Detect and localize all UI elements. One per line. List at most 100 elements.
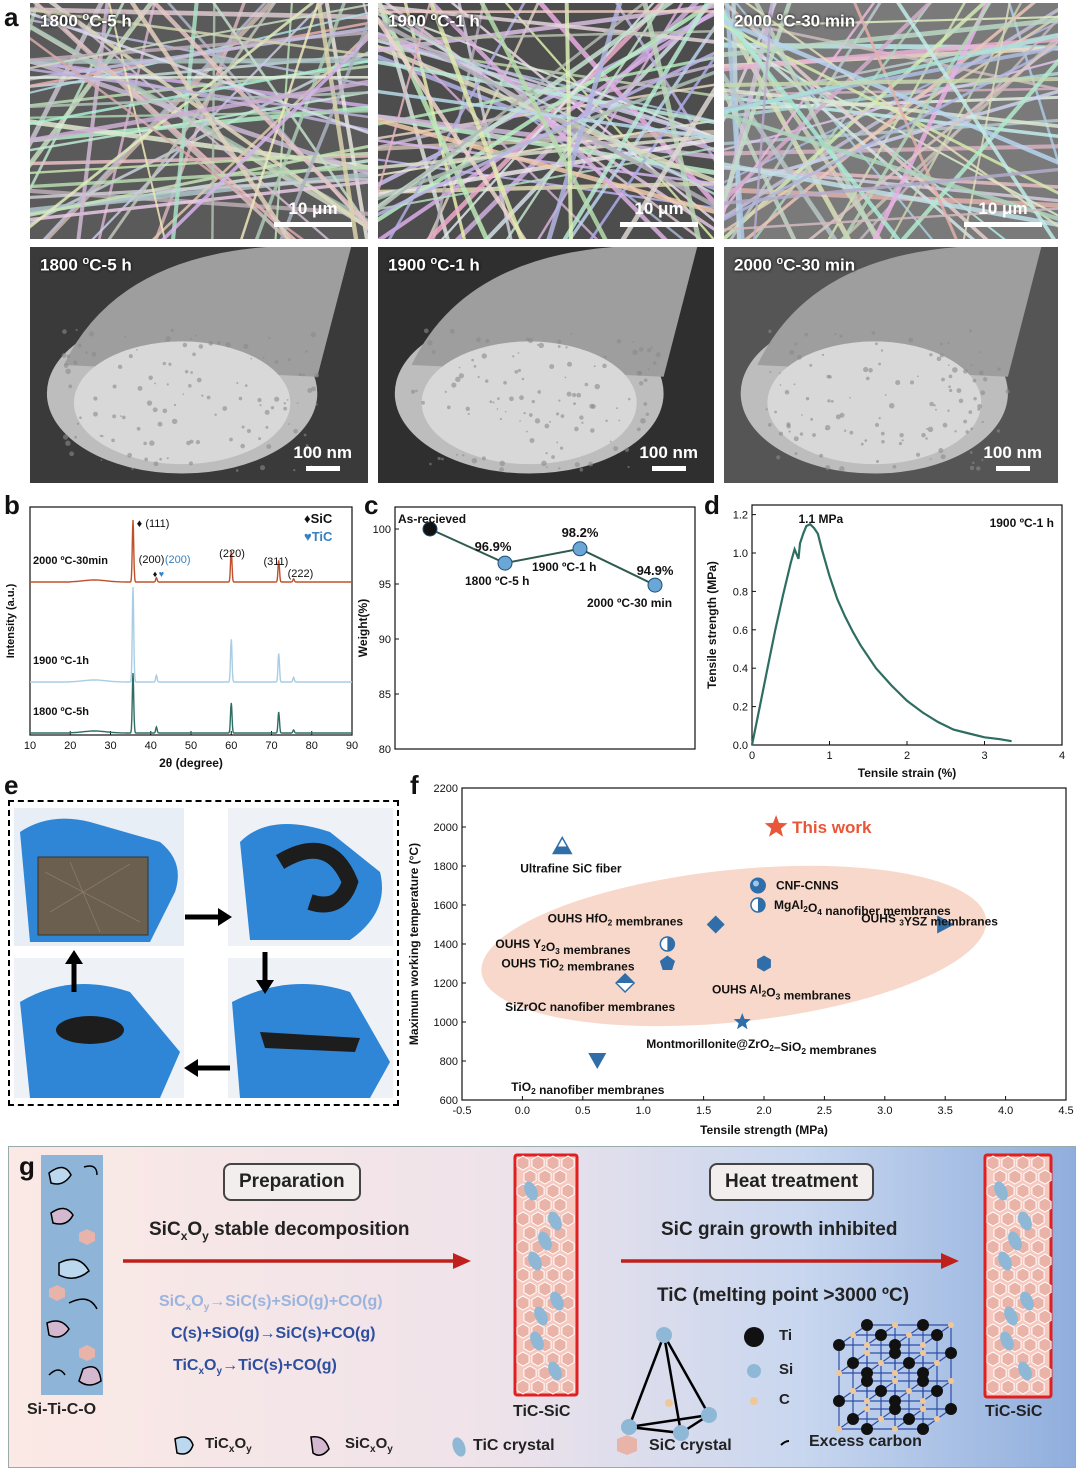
c-atom [836,1426,842,1432]
x-tick-label: 2 [904,750,910,762]
comparison-scatter-chart: -0.5 0.0 0.5 1.0 1.5 2.0 2.5 3.0 3.5 4.0 4.5 600 800… [407,783,1074,1137]
xrd-series-line [30,586,352,683]
weight-point [572,541,588,557]
sic-grain [993,1281,1007,1297]
sic-grain [1016,1267,1030,1283]
sic-grain [516,1323,530,1339]
sic-grain [986,1239,1000,1255]
scatter-marker [757,955,771,972]
x-tick-label: 4 [1059,750,1065,762]
tic-grain [524,1181,538,1201]
y-tick-label: 100 [373,524,391,536]
sic-grain [523,1365,537,1381]
scatter-marker [588,1053,607,1069]
c-atom [850,1332,856,1338]
sem-texture [724,3,1058,239]
point-label: TiO2 nanofiber membranes [511,1080,664,1097]
sem-condition-label: 1800 oC-5 h [40,11,132,31]
weight-value: 96.9% [475,539,512,554]
sic-grain [1038,1253,1052,1269]
y-tick-label: 0.6 [733,625,748,637]
step2-arrow [621,1253,959,1269]
tic-grain [548,1211,562,1231]
step1-title: SiCxOy stable decomposition [149,1219,410,1243]
sic-grain [986,1379,1000,1395]
x-tick-label: 4.5 [1058,1105,1073,1117]
atom-label-c: C [779,1391,790,1408]
atom-label-ti: Ti [779,1327,793,1344]
sic-grain [516,1211,530,1227]
peak-marker: ♥ [159,569,164,579]
point-label: MgAl2O4 nanofiber membranes [774,898,951,918]
sem-condition-label: 2000 oC-30 min [734,11,856,31]
scale-bar: 100 nm [293,443,352,471]
sic-grain [546,1183,560,1199]
sic-grain [1031,1155,1045,1171]
x-tick-label: 1.0 [636,1105,651,1117]
sic-grain [553,1169,567,1185]
sem-image: 2000 oC-30 min 100 nm [724,247,1058,483]
sic-grain [516,1379,530,1395]
scatter-marker [553,846,572,854]
tensile-chart: 0 1 2 3 4 0.0 0.2 0.4 0.6 0.8 1.0 1.2 Tensile strain… [705,504,1065,780]
panel-label-b: b [4,490,20,520]
y-tick-label: 0.4 [733,663,748,675]
stress-strain-curve [750,522,1012,746]
sic-grain [523,1225,537,1241]
scatter-marker [757,898,765,912]
tic-sic-fiber-mid [513,1153,579,1397]
scale-bar: 100 nm [983,443,1042,471]
c-atom [920,1342,926,1348]
sic-grain [993,1197,1007,1213]
tic-grain [1008,1231,1022,1251]
si-ti-c-o-fiber [41,1155,103,1395]
sic-grain [561,1379,575,1395]
x-tick-label: 4.0 [998,1105,1013,1117]
sem-condition-label: 1800 oC-5 h [40,255,132,275]
scatter-marker [706,915,725,934]
sic-grain [986,1211,1000,1227]
c-atom [948,1322,954,1328]
weight-point [497,555,513,571]
sem-texture [378,3,714,239]
tic-grain [1020,1291,1034,1311]
x-tick-label: 0 [749,750,755,762]
x-axis-label: Tensile strain (%) [858,766,956,780]
sic-grain [516,1267,530,1283]
tic-grain [550,1291,564,1311]
sic-grain [1008,1197,1022,1213]
y-tick-label: 1600 [434,900,458,912]
ti-atom [903,1357,915,1369]
c-atom [864,1398,870,1404]
sic-grain [523,1197,537,1213]
sic-grain [1031,1211,1045,1227]
peak-annotation: 1.1 MPa [799,512,844,526]
sem-condition-label: 2000 oC-30 min [734,255,856,275]
point-label: 2000 ºC-30 min [587,596,672,610]
sic-grain [1008,1281,1022,1297]
preparation-box: Preparation [223,1163,361,1201]
tic-grain [1018,1211,1032,1231]
sic-grain [546,1379,560,1395]
peak-marker: ♦ [153,569,158,579]
peak-label: ♦ (111) [137,518,170,530]
sic-grain [1031,1379,1045,1395]
point-label: OUHS Y2O3 membranes [495,937,631,957]
c-atom [850,1388,856,1394]
sic-grain [553,1309,567,1325]
xrd-series-label: 1900 ºC-1h [33,655,89,667]
y-tick-label: 1.0 [733,548,748,560]
cluster-ellipse [481,865,987,1027]
sic-grain [993,1365,1007,1381]
scatter-marker [937,915,955,934]
sic-grain [546,1267,560,1283]
peak-label: (200) [139,554,165,566]
sic-grain [553,1253,567,1269]
scatter-marker [667,937,675,951]
mechanism-schematic: g Si-Ti-C-O Preparation SiCxOy stable de… [8,1146,1076,1468]
peak-label: (220) [219,548,245,560]
weight-value: 98.2% [562,525,599,540]
weight-point [422,521,438,537]
xrd-chart: 10 20 30 40 50 60 70 80 90 2θ (degree) Intensity (… [5,506,358,770]
c-atom [864,1406,870,1412]
